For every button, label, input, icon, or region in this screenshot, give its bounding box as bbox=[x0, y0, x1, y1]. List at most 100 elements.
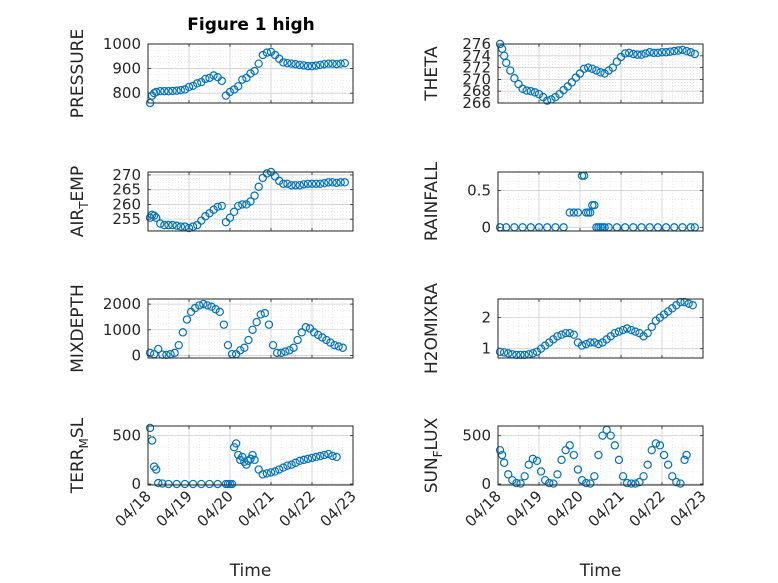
data-point bbox=[229, 207, 239, 217]
data-point bbox=[586, 208, 595, 217]
data-point bbox=[606, 431, 615, 440]
data-point bbox=[307, 179, 317, 188]
data-point bbox=[330, 340, 339, 350]
data-point bbox=[195, 301, 204, 310]
data-point bbox=[316, 60, 325, 70]
data-point bbox=[266, 468, 276, 477]
data-point bbox=[543, 96, 552, 105]
data-point bbox=[676, 479, 685, 488]
data-point bbox=[553, 332, 562, 341]
y-tick-label: 500 bbox=[112, 427, 141, 445]
data-point bbox=[586, 479, 595, 488]
data-point bbox=[549, 479, 558, 488]
data-point bbox=[254, 465, 263, 474]
data-point bbox=[672, 477, 681, 487]
data-point bbox=[295, 181, 304, 190]
x-tick-label: 04/18 bbox=[112, 487, 155, 530]
data-point bbox=[201, 74, 210, 84]
data-point bbox=[168, 86, 177, 96]
data-point bbox=[281, 347, 290, 356]
data-point bbox=[328, 59, 337, 68]
data-point bbox=[328, 451, 337, 461]
x-tick-label: 04/20 bbox=[194, 487, 237, 530]
data-point bbox=[340, 178, 349, 187]
data-point bbox=[303, 454, 313, 464]
data-point bbox=[510, 74, 519, 83]
data-point bbox=[164, 86, 173, 96]
plot-area bbox=[498, 299, 703, 358]
data-point bbox=[526, 86, 536, 96]
data-point bbox=[188, 222, 198, 231]
x-axis-label: Time bbox=[579, 561, 622, 581]
data-point bbox=[262, 469, 272, 478]
figure-title: Figure 1 high bbox=[187, 15, 315, 35]
data-point bbox=[590, 338, 599, 347]
y-tick-label: 272 bbox=[462, 59, 491, 77]
data-point bbox=[622, 478, 632, 488]
data-point bbox=[289, 343, 298, 352]
data-point bbox=[522, 86, 531, 95]
data-point bbox=[311, 452, 321, 462]
data-point bbox=[633, 50, 642, 59]
y-tick-label: 265 bbox=[112, 181, 141, 199]
data-point bbox=[149, 211, 159, 220]
data-point bbox=[622, 324, 632, 333]
data-point bbox=[145, 348, 155, 358]
data-point bbox=[588, 64, 597, 73]
data-point bbox=[162, 350, 171, 360]
data-point bbox=[338, 343, 347, 352]
data-point bbox=[164, 220, 173, 230]
data-point bbox=[680, 455, 689, 465]
y-tick-label: 270 bbox=[462, 70, 491, 88]
y-tick-label: 268 bbox=[462, 82, 491, 100]
data-point bbox=[248, 450, 257, 460]
data-point bbox=[283, 179, 292, 188]
data-point bbox=[579, 64, 589, 73]
data-point bbox=[320, 450, 329, 460]
data-point bbox=[287, 59, 296, 68]
y-tick-label: 500 bbox=[462, 427, 491, 445]
data-point bbox=[643, 460, 652, 469]
data-point bbox=[332, 59, 341, 69]
data-point bbox=[495, 445, 505, 455]
data-point bbox=[666, 47, 675, 56]
data-point bbox=[268, 340, 278, 350]
data-point bbox=[246, 69, 255, 78]
y-tick-label: 0 bbox=[131, 346, 141, 364]
y-tick-label: 266 bbox=[462, 94, 491, 112]
data-point bbox=[545, 478, 554, 488]
axes-frame bbox=[147, 425, 354, 486]
data-point bbox=[561, 445, 570, 455]
data-point bbox=[285, 346, 294, 355]
data-point bbox=[270, 467, 280, 476]
data-point bbox=[577, 341, 587, 350]
data-point bbox=[151, 465, 161, 474]
y-tick-label: 274 bbox=[462, 47, 491, 65]
data-point bbox=[190, 303, 200, 313]
axes-frame bbox=[497, 298, 704, 359]
data-point bbox=[682, 46, 691, 56]
data-point bbox=[223, 340, 233, 350]
data-point bbox=[178, 328, 188, 337]
data-point bbox=[233, 450, 243, 460]
data-point bbox=[569, 450, 579, 460]
data-point bbox=[561, 328, 570, 338]
data-point bbox=[674, 46, 683, 55]
data-point bbox=[608, 63, 618, 72]
data-point bbox=[324, 178, 333, 187]
data-point bbox=[176, 222, 185, 231]
y-tick-label: 800 bbox=[112, 84, 141, 102]
data-point bbox=[217, 76, 226, 86]
x-tick-label: 04/21 bbox=[235, 487, 278, 530]
data-point bbox=[610, 328, 620, 338]
data-point bbox=[629, 49, 638, 59]
data-point bbox=[651, 439, 661, 448]
data-point bbox=[340, 58, 349, 68]
data-point bbox=[565, 208, 574, 217]
y-axis-label: H2OMIXRA bbox=[422, 283, 442, 374]
data-point bbox=[184, 223, 194, 233]
y-tick-label: 260 bbox=[112, 195, 141, 213]
data-point bbox=[180, 479, 190, 489]
